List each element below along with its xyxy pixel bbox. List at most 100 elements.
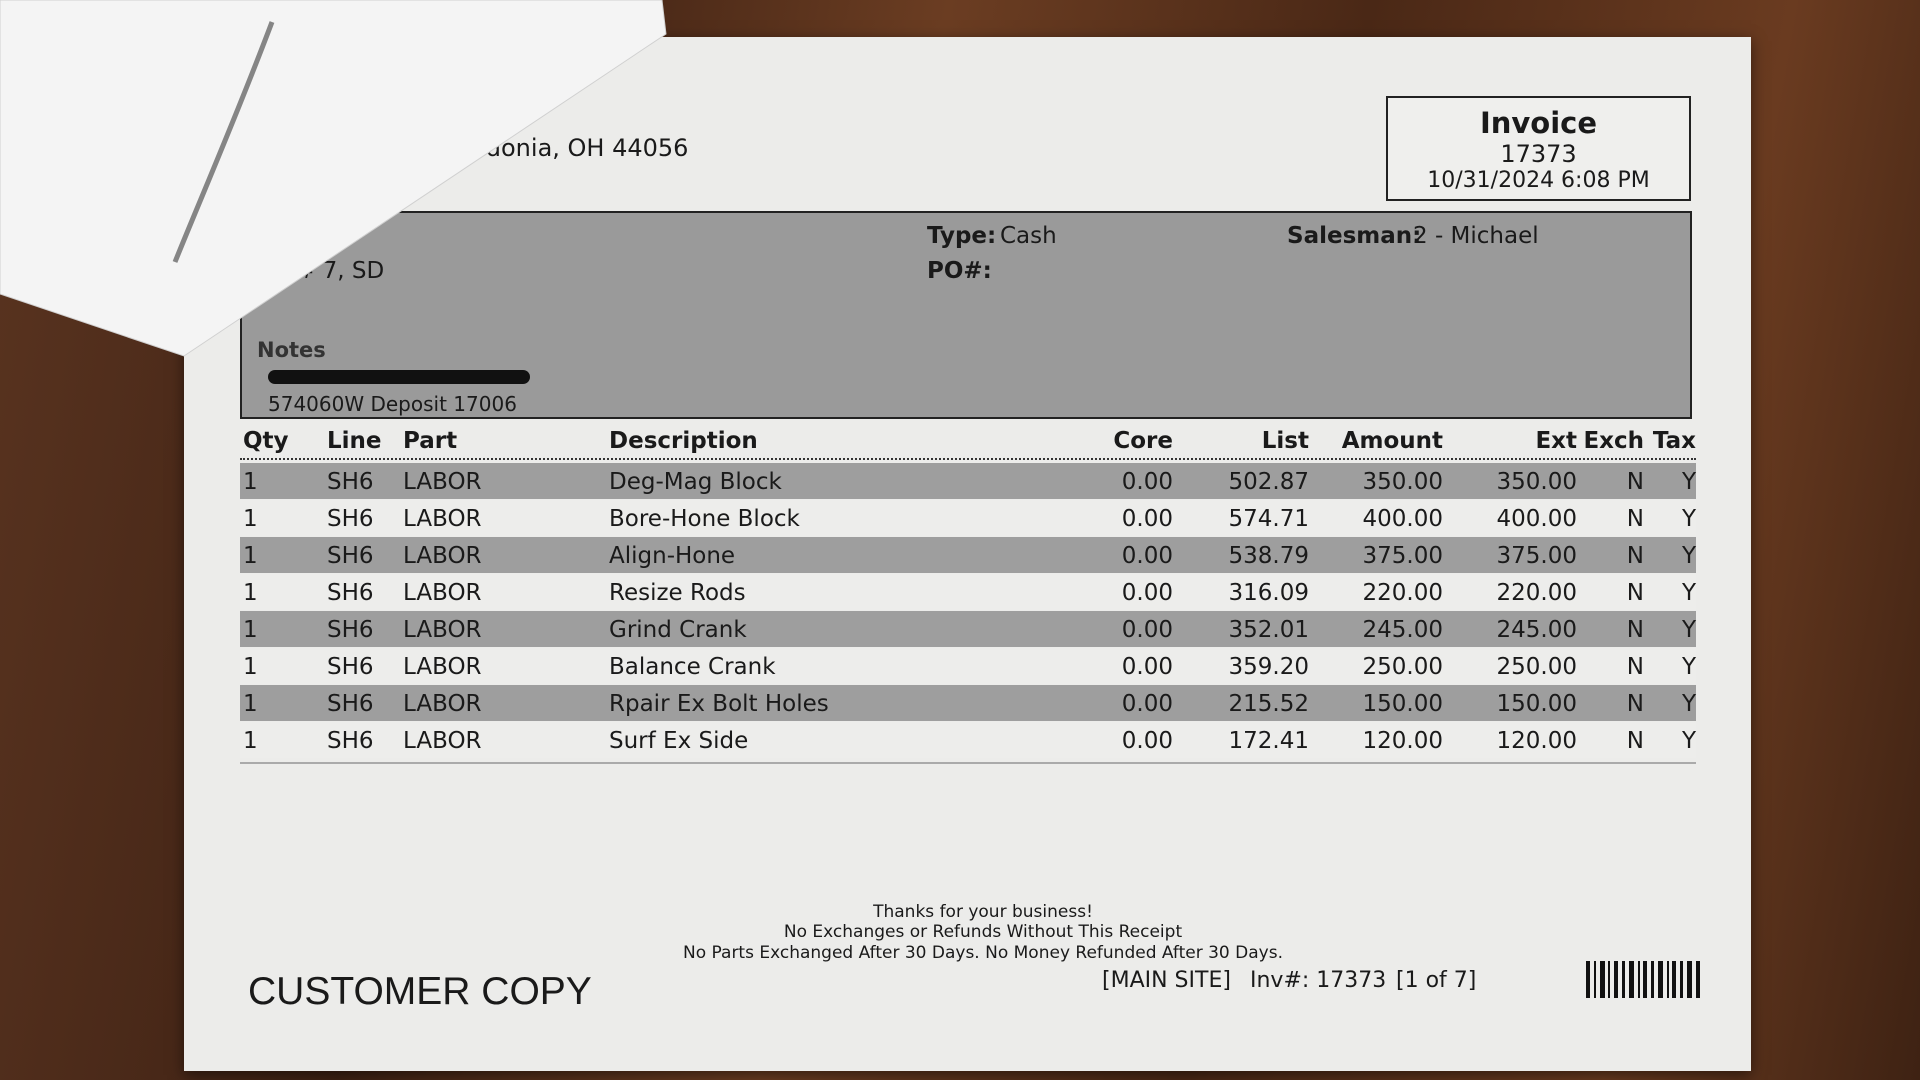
invoice-number: 17373: [1500, 140, 1577, 168]
table-cell: 538.79: [1228, 543, 1309, 569]
table-cell: 0.00: [1121, 691, 1173, 717]
table-cell: 1: [243, 469, 258, 495]
invoice-box: Invoice 17373 10/31/2024 6:08 PM: [1386, 96, 1691, 201]
table-cell: 0.00: [1121, 617, 1173, 643]
table-cell: LABOR: [403, 543, 482, 569]
table-cell: Y: [1681, 617, 1696, 643]
table-row: 1 SH6 LABOR Surf Ex Side 0.00 172.41 120.00 120…: [240, 722, 1696, 758]
column-header: Description: [609, 428, 758, 454]
table-cell: SH6: [327, 728, 374, 754]
customer-copy: CUSTOMER COPY: [248, 970, 592, 1013]
table-cell: LABOR: [403, 580, 482, 606]
column-header: Part: [403, 428, 458, 454]
table-cell: 245.00: [1496, 617, 1577, 643]
table-cell: 220.00: [1496, 580, 1577, 606]
invoice-title: Invoice: [1479, 106, 1598, 140]
column-header: Ext: [1535, 428, 1577, 454]
table-cell: N: [1626, 617, 1644, 643]
table-cell: 350.00: [1362, 469, 1443, 495]
table-cell: 350.00: [1496, 469, 1577, 495]
table-cell: LABOR: [403, 691, 482, 717]
table-cell: 574.71: [1228, 506, 1309, 532]
column-header: Line: [327, 428, 382, 454]
thanks-line: Thanks for your business!: [873, 902, 1093, 922]
table-cell: LABOR: [403, 654, 482, 680]
table-cell: 120.00: [1496, 728, 1577, 754]
table-cell: 250.00: [1362, 654, 1443, 680]
table-cell: 1: [243, 691, 258, 717]
table-cell: SH6: [327, 654, 374, 680]
column-header: Exch: [1583, 428, 1644, 454]
table-cell: N: [1626, 691, 1644, 717]
table-row: 1 SH6 LABOR Align-Hone 0.00 538.79 375.00 375.0…: [240, 537, 1696, 573]
table-cell: Rpair Ex Bolt Holes: [609, 691, 829, 717]
salesman-label: Salesman:: [1287, 223, 1422, 249]
table-cell: 172.41: [1228, 728, 1309, 754]
inv-ref: Inv#: 17373: [1250, 968, 1387, 993]
table-cell: Y: [1681, 543, 1696, 569]
table-cell: 1: [243, 617, 258, 643]
table-cell: Y: [1681, 469, 1696, 495]
table-cell: 1: [243, 580, 258, 606]
table-cell: 0.00: [1121, 654, 1173, 680]
invoice-datetime: 10/31/2024 6:08 PM: [1427, 168, 1650, 193]
table-cell: SH6: [327, 691, 374, 717]
table-cell: Balance Crank: [609, 654, 776, 680]
table-cell: 375.00: [1496, 543, 1577, 569]
table-cell: 250.00: [1496, 654, 1577, 680]
table-cell: 502.87: [1228, 469, 1309, 495]
redaction: [268, 370, 530, 384]
table-cell: 0.00: [1121, 469, 1173, 495]
po-label: PO#:: [927, 258, 992, 284]
table-cell: 1: [243, 654, 258, 680]
table-cell: 150.00: [1362, 691, 1443, 717]
table-cell: 375.00: [1362, 543, 1443, 569]
notes-text: 574060W Deposit 17006: [268, 392, 517, 416]
table-cell: 1: [243, 728, 258, 754]
barcode: [1586, 961, 1700, 998]
table-cell: SH6: [327, 469, 374, 495]
table-cell: 120.00: [1362, 728, 1443, 754]
table-cell: LABOR: [403, 469, 482, 495]
table-cell: Y: [1681, 654, 1696, 680]
table-cell: Y: [1681, 506, 1696, 532]
table-cell: SH6: [327, 506, 374, 532]
type-label: Type:: [927, 223, 997, 249]
table-cell: Deg-Mag Block: [609, 469, 782, 495]
header-rule: [240, 458, 1696, 460]
table-cell: 359.20: [1228, 654, 1309, 680]
table-cell: Y: [1681, 580, 1696, 606]
table-cell: N: [1626, 506, 1644, 532]
salesman-value: 2 - Michael: [1413, 223, 1539, 249]
thanks-line: No Exchanges or Refunds Without This Rec…: [783, 922, 1183, 942]
table-cell: LABOR: [403, 506, 482, 532]
table-row: 1 SH6 LABOR Resize Rods 0.00 316.09 220.00 220.…: [240, 574, 1696, 610]
type-value: Cash: [1000, 223, 1057, 249]
table-cell: Y: [1681, 691, 1696, 717]
table-cell: SH6: [327, 580, 374, 606]
table-cell: 0.00: [1121, 543, 1173, 569]
site: [MAIN SITE]: [1102, 968, 1231, 993]
table-cell: 150.00: [1496, 691, 1577, 717]
table-cell: LABOR: [403, 617, 482, 643]
table-cell: 352.01: [1228, 617, 1309, 643]
table-cell: 220.00: [1362, 580, 1443, 606]
table-cell: Surf Ex Side: [609, 728, 749, 754]
table-cell: 0.00: [1121, 580, 1173, 606]
column-header: Qty: [243, 428, 289, 454]
thanks-line: No Parts Exchanged After 30 Days. No Mon…: [683, 943, 1283, 963]
table-cell: 400.00: [1362, 506, 1443, 532]
table-cell: N: [1626, 654, 1644, 680]
column-header: Core: [1113, 428, 1173, 454]
table-cell: LABOR: [403, 728, 482, 754]
column-header: Tax: [1652, 428, 1696, 454]
table-row: 1 SH6 LABOR Balance Crank 0.00 359.20 250.00 25…: [240, 648, 1696, 684]
table-cell: 0.00: [1121, 506, 1173, 532]
table-cell: Y: [1681, 728, 1696, 754]
table-cell: SH6: [327, 543, 374, 569]
table-row: 1 SH6 LABOR Bore-Hone Block 0.00 574.71 400.00…: [240, 500, 1696, 536]
table-rule: [240, 762, 1696, 764]
table-cell: Bore-Hone Block: [609, 506, 800, 532]
table-cell: 1: [243, 543, 258, 569]
